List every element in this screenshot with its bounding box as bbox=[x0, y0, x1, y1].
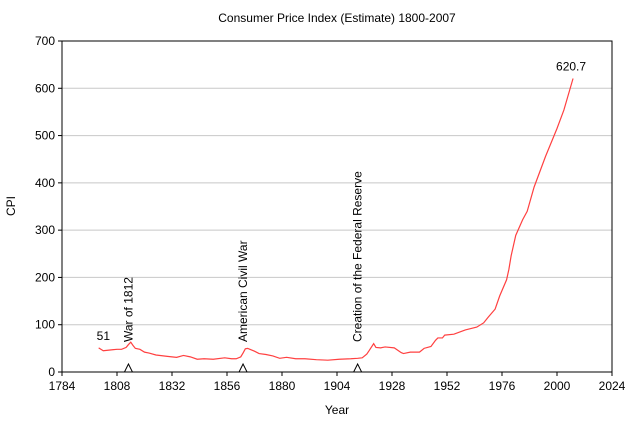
data-label: 620.7 bbox=[556, 59, 586, 73]
y-tick-label: 500 bbox=[35, 129, 55, 143]
series-line bbox=[98, 78, 574, 361]
x-tick-label: 1832 bbox=[159, 379, 186, 393]
data-label: 51 bbox=[97, 329, 111, 343]
x-tick-label: 1976 bbox=[489, 379, 516, 393]
x-tick-label: 1784 bbox=[49, 379, 76, 393]
event-marker bbox=[238, 362, 248, 373]
plot-frame bbox=[61, 40, 613, 373]
event-label: Creation of the Federal Reserve bbox=[351, 171, 365, 342]
x-tick-label: 1952 bbox=[434, 379, 461, 393]
chart-title: Consumer Price Index (Estimate) 1800-200… bbox=[218, 11, 456, 25]
y-tick-label: 300 bbox=[35, 223, 55, 237]
event-label: American Civil War bbox=[236, 240, 250, 342]
y-tick-label: 0 bbox=[48, 365, 55, 379]
event-label: War of 1812 bbox=[121, 277, 135, 342]
y-tick-label: 200 bbox=[35, 270, 55, 284]
x-tick-label: 1808 bbox=[104, 379, 131, 393]
event-marker bbox=[123, 362, 134, 373]
y-tick-label: 600 bbox=[35, 81, 55, 95]
event-marker bbox=[352, 362, 363, 373]
x-tick-label: 2024 bbox=[599, 379, 626, 393]
x-tick-label: 1928 bbox=[379, 379, 406, 393]
x-tick-label: 1880 bbox=[269, 379, 296, 393]
x-tick-label: 2000 bbox=[544, 379, 571, 393]
x-tick-label: 1904 bbox=[324, 379, 351, 393]
y-tick-label: 100 bbox=[35, 318, 55, 332]
x-tick-label: 1856 bbox=[214, 379, 241, 393]
y-tick-label: 400 bbox=[35, 176, 55, 190]
y-axis-label: CPI bbox=[4, 196, 18, 216]
y-tick-label: 700 bbox=[35, 34, 55, 48]
x-axis-label: Year bbox=[325, 403, 349, 417]
